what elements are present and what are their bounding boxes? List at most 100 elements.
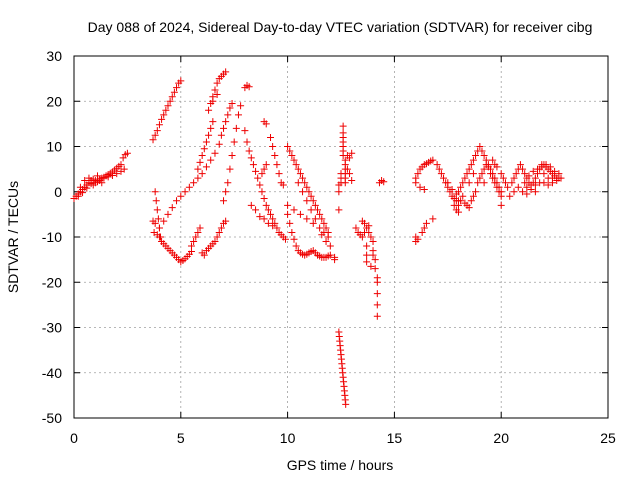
data-point — [463, 170, 471, 178]
data-point — [256, 213, 264, 221]
data-point — [422, 219, 430, 227]
data-point — [373, 301, 381, 309]
data-point — [198, 170, 206, 178]
data-point — [429, 215, 437, 223]
data-point — [531, 174, 539, 182]
data-point — [467, 161, 475, 169]
data-point — [335, 206, 343, 214]
data-point — [546, 163, 554, 171]
data-point — [187, 242, 195, 250]
data-point — [459, 179, 467, 187]
data-point — [469, 192, 477, 200]
data-point — [153, 206, 161, 214]
data-point — [211, 149, 219, 157]
data-point — [215, 140, 223, 148]
data-point — [465, 204, 473, 212]
x-tick-label: 25 — [600, 430, 616, 446]
y-tick-label: 30 — [46, 48, 62, 64]
data-point — [326, 251, 334, 259]
data-point — [489, 174, 497, 182]
data-point — [342, 400, 350, 408]
data-point — [279, 181, 287, 189]
data-point — [256, 181, 264, 189]
data-point — [540, 179, 548, 187]
data-point — [91, 179, 99, 187]
data-point — [190, 179, 198, 187]
data-point — [307, 192, 315, 200]
data-point — [292, 161, 300, 169]
data-point — [480, 152, 488, 160]
data-point — [104, 173, 112, 181]
data-point — [348, 176, 356, 184]
data-point — [264, 219, 272, 227]
plot-frame — [73, 55, 609, 419]
data-point — [194, 174, 202, 182]
data-point — [207, 156, 215, 164]
data-point — [420, 185, 428, 193]
data-point — [149, 136, 157, 144]
data-point — [474, 179, 482, 187]
data-point — [457, 183, 465, 191]
data-point — [87, 180, 95, 188]
data-point — [158, 115, 166, 123]
data-point — [534, 165, 542, 173]
chart-title: Day 088 of 2024, Sidereal Day-to-day VTE… — [88, 19, 593, 35]
data-point — [476, 143, 484, 150]
data-point — [290, 235, 298, 243]
data-point — [322, 238, 330, 246]
data-point — [292, 242, 300, 250]
data-point — [241, 127, 249, 135]
data-point — [177, 77, 185, 85]
data-point — [262, 201, 270, 209]
data-point — [211, 86, 219, 94]
data-point — [267, 210, 275, 218]
data-point — [243, 138, 251, 146]
data-point — [495, 188, 503, 196]
data-point — [519, 165, 527, 173]
data-point — [369, 251, 377, 259]
data-point — [420, 224, 428, 232]
data-point — [209, 118, 217, 126]
data-point — [307, 206, 315, 214]
data-point — [168, 204, 176, 212]
data-point — [371, 256, 379, 264]
data-point — [155, 121, 163, 129]
data-point — [363, 251, 371, 259]
data-point — [525, 172, 533, 180]
data-point — [373, 312, 381, 320]
data-point — [346, 170, 354, 178]
data-point — [311, 201, 319, 209]
data-point — [469, 170, 477, 178]
data-point — [305, 188, 313, 196]
data-point — [74, 192, 82, 200]
data-point — [215, 228, 223, 236]
data-point — [491, 179, 499, 187]
y-tick-label: 0 — [54, 184, 62, 200]
x-axis-label: GPS time / hours — [287, 457, 394, 473]
data-point — [489, 156, 497, 164]
data-point — [467, 197, 475, 205]
data-point — [435, 165, 443, 173]
data-point — [222, 217, 230, 225]
data-point — [316, 224, 324, 232]
data-point — [348, 149, 356, 157]
y-tick-label: -30 — [42, 320, 62, 336]
data-point — [150, 228, 158, 236]
data-point — [469, 156, 477, 164]
data-point — [200, 145, 208, 153]
data-point — [553, 176, 561, 184]
data-point — [207, 124, 215, 132]
data-point — [177, 192, 185, 200]
data-point — [273, 161, 281, 169]
data-point — [371, 265, 379, 273]
data-point — [152, 197, 160, 205]
y-tick-label: -50 — [42, 410, 62, 426]
data-point — [448, 185, 456, 193]
data-point — [151, 131, 159, 139]
y-tick-label: -10 — [42, 229, 62, 245]
data-point — [523, 183, 531, 191]
data-point — [168, 93, 176, 101]
data-point — [222, 188, 230, 196]
data-point — [245, 147, 253, 155]
data-point — [335, 181, 343, 189]
